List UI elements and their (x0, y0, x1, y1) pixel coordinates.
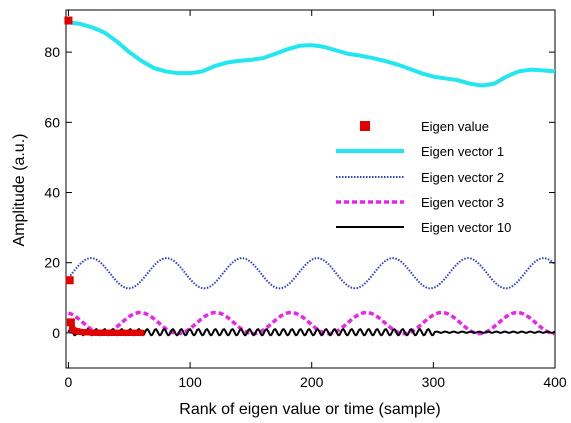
y-tick-label: 80 (44, 44, 60, 60)
legend-label-eigen-vector-10: Eigen vector 10 (421, 220, 511, 235)
x-tick-label: 300 (422, 374, 446, 390)
y-axis-label: Amplitude (a.u.) (11, 134, 28, 247)
y-tick-label: 0 (52, 325, 60, 341)
eigen-value-point (66, 318, 75, 327)
x-tick-label: 100 (178, 374, 202, 390)
legend: Eigen value Eigen vector 1 Eigen vector … (336, 119, 511, 235)
x-tick-label: 200 (300, 374, 324, 390)
y-tick-label: 20 (44, 255, 60, 271)
y-tick-label: 40 (44, 185, 60, 201)
x-tick-label: 0 (65, 374, 73, 390)
series-line-eigen-vector-2 (67, 257, 556, 290)
eigen-value-point (64, 16, 73, 25)
legend-label-eigen-value: Eigen value (421, 119, 489, 134)
eigen-value-point (138, 329, 145, 336)
y-tick-label: 60 (44, 114, 60, 130)
eigen-value-point (65, 276, 74, 285)
legend-label-eigen-vector-3: Eigen vector 3 (421, 195, 504, 210)
legend-label-eigen-vector-2: Eigen vector 2 (421, 170, 504, 185)
plot-area (64, 16, 556, 337)
axis-ticks: 0 100 200 300 400 0 20 40 60 80 (44, 10, 567, 390)
x-tick-label: 400 (543, 374, 567, 390)
plot-frame (65, 9, 556, 369)
series-line-eigen-vector-10 (67, 328, 556, 337)
series-line-eigen-vector-1 (68, 20, 556, 88)
legend-label-eigen-vector-1: Eigen vector 1 (421, 144, 504, 159)
legend-marker-eigen-value (360, 121, 370, 131)
x-axis-label: Rank of eigen value or time (sample) (179, 401, 440, 418)
